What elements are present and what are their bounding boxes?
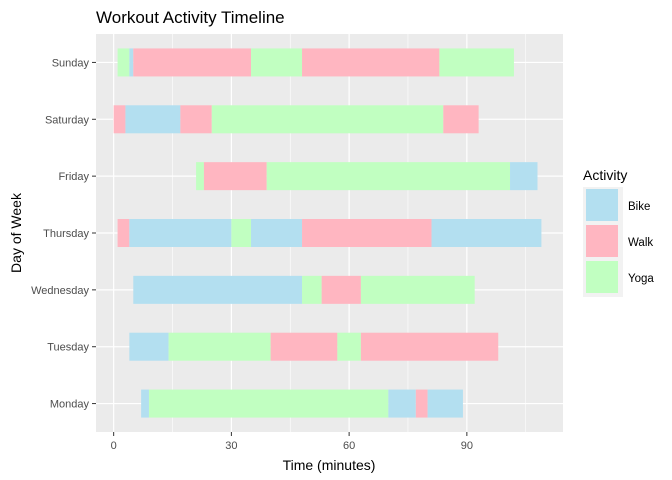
legend-label-yoga: Yoga <box>628 273 654 285</box>
legend-swatch-yoga <box>586 261 618 293</box>
bar-segment-yoga <box>148 389 389 418</box>
legend-label-bike: Bike <box>628 201 650 213</box>
bar-segment-walk <box>133 48 252 77</box>
y-axis: Monday Tuesday Wednesday Thursday Friday Satu… <box>31 57 96 411</box>
x-axis-title: Time (minutes) <box>283 457 376 473</box>
bar-segment-bike <box>510 162 538 191</box>
x-axis: 0 30 60 90 <box>111 432 473 452</box>
bar-segment-walk <box>270 332 338 361</box>
y-tick-label: Wednesday <box>31 285 89 297</box>
bar-segment-walk <box>302 48 440 77</box>
y-tick-label: Monday <box>50 399 90 411</box>
y-axis-title: Day of Week <box>8 192 24 273</box>
bar-segment-bike <box>427 389 463 418</box>
legend-swatch-walk <box>586 225 618 257</box>
bar-segment-yoga <box>117 48 130 77</box>
bar-segment-walk <box>443 105 479 134</box>
bar-segment-bike <box>141 389 149 418</box>
bar-segment-yoga <box>337 332 361 361</box>
x-tick-label: 90 <box>461 440 473 452</box>
bar-segment-yoga <box>211 105 444 134</box>
bar-segment-bike <box>129 219 232 247</box>
bar-segment-yoga <box>266 162 511 191</box>
bar-segment-yoga <box>302 275 322 304</box>
bar-segment-bike <box>133 275 303 304</box>
bar-segment-walk <box>321 275 361 304</box>
timeline-bars <box>113 48 542 418</box>
y-tick-label: Tuesday <box>47 342 89 354</box>
y-tick-label: Sunday <box>52 57 90 69</box>
legend-label-walk: Walk <box>628 237 653 249</box>
bar-segment-walk <box>117 219 130 247</box>
bar-segment-walk <box>302 219 432 247</box>
bar-segment-walk <box>360 332 499 361</box>
bar-segment-walk <box>113 105 126 134</box>
chart-title: Workout Activity Timeline <box>96 8 285 27</box>
bar-segment-yoga <box>168 332 271 361</box>
y-tick-label: Friday <box>58 171 89 183</box>
bar-segment-walk <box>180 105 212 134</box>
bar-segment-walk <box>203 162 267 191</box>
bar-segment-bike <box>125 105 181 134</box>
y-tick-label: Thursday <box>43 228 89 240</box>
bar-segment-yoga <box>251 48 303 77</box>
bar-segment-yoga <box>439 48 514 77</box>
y-tick-label: Saturday <box>45 114 90 126</box>
legend-title: Activity <box>583 167 627 183</box>
bar-segment-bike <box>251 219 303 247</box>
x-tick-label: 60 <box>343 440 355 452</box>
legend: Activity Bike Walk Yoga <box>583 167 654 297</box>
bar-segment-bike <box>129 48 134 77</box>
x-tick-label: 30 <box>225 440 237 452</box>
bar-segment-yoga <box>231 219 252 247</box>
bar-segment-yoga <box>196 162 204 191</box>
bar-segment-bike <box>388 389 416 418</box>
bar-segment-bike <box>431 219 542 247</box>
bar-segment-walk <box>415 389 428 418</box>
x-tick-label: 0 <box>111 440 117 452</box>
legend-swatch-bike <box>586 189 618 221</box>
bar-segment-yoga <box>360 275 475 304</box>
bar-segment-bike <box>129 332 169 361</box>
